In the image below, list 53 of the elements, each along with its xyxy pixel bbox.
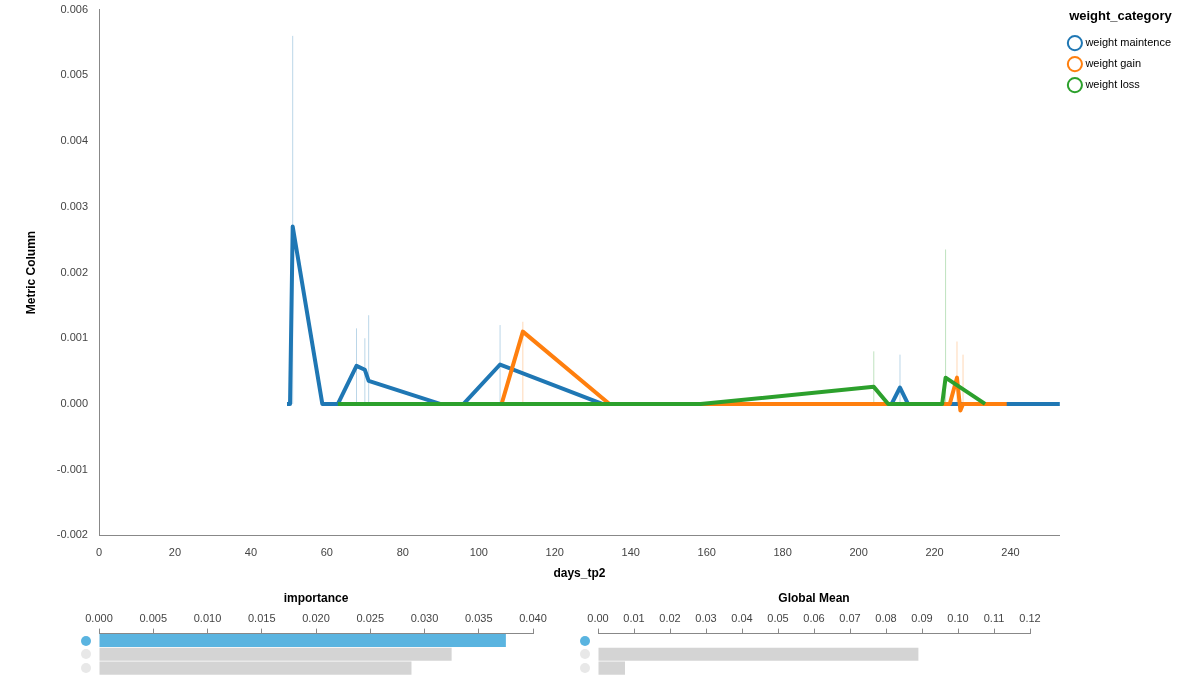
x-tick-label: 0.11 xyxy=(983,612,1005,625)
x-tick-label: 0.06 xyxy=(803,612,825,625)
x-tick-label: 120 xyxy=(545,546,564,559)
x-tick-label: 0.00 xyxy=(587,612,609,625)
x-tick-label: 0.01 xyxy=(623,612,645,625)
x-tick-label: 20 xyxy=(168,546,182,559)
x-tick-label: 0.010 xyxy=(193,612,222,625)
x-tick-label: 0.04 xyxy=(731,612,753,625)
x-tick-label: 0.09 xyxy=(911,612,933,625)
y-tick-label: 0.002 xyxy=(60,265,88,278)
y-axis-title: Metric Column xyxy=(23,230,38,315)
x-tick-label: 0.02 xyxy=(659,612,681,625)
y-tick-label: 0.003 xyxy=(60,199,88,212)
y-tick-label: -0.001 xyxy=(56,462,88,475)
chart-title: Global Mean xyxy=(778,590,850,605)
y-tick-label: 0.006 xyxy=(60,2,88,15)
x-tick-label: 160 xyxy=(697,546,716,559)
legend-label: weight loss xyxy=(1084,78,1141,91)
x-tick-label: 0.040 xyxy=(519,612,547,625)
x-tick-label: 240 xyxy=(1001,546,1020,559)
y-tick-label: 0.000 xyxy=(60,396,88,409)
x-tick-label: 0.005 xyxy=(139,612,168,625)
legend-label: weight maintence xyxy=(1084,36,1171,49)
x-axis-title: days_tp2 xyxy=(553,566,606,581)
y-tick-label: 0.005 xyxy=(60,68,88,81)
x-tick-label: 0.05 xyxy=(767,612,789,625)
x-tick-label: 0.03 xyxy=(695,612,717,625)
x-tick-label: 0.035 xyxy=(464,612,493,625)
bar xyxy=(99,633,506,648)
x-tick-label: 0.12 xyxy=(1019,612,1041,625)
x-tick-label: 0.025 xyxy=(356,612,385,625)
x-tick-label: 0 xyxy=(95,546,103,559)
y-tick-label: -0.002 xyxy=(56,528,88,541)
x-tick-label: 40 xyxy=(244,546,258,559)
x-tick-label: 0.020 xyxy=(302,612,330,625)
y-tick-label: 0.001 xyxy=(60,331,88,344)
x-tick-label: 0.08 xyxy=(875,612,897,625)
chart-title: importance xyxy=(283,590,349,605)
x-tick-label: 180 xyxy=(773,546,792,559)
x-tick-label: 100 xyxy=(469,546,488,559)
x-tick-label: 0.000 xyxy=(85,612,113,625)
x-tick-label: 0.030 xyxy=(410,612,439,625)
x-tick-label: 140 xyxy=(621,546,640,559)
x-tick-label: 60 xyxy=(320,546,334,559)
x-tick-label: 0.10 xyxy=(947,612,969,625)
x-tick-label: 80 xyxy=(396,546,409,559)
x-tick-label: 200 xyxy=(849,546,868,559)
x-tick-label: 0.07 xyxy=(839,612,861,625)
x-tick-label: 0.015 xyxy=(247,612,276,625)
x-tick-label: 220 xyxy=(925,546,944,559)
legend-label: weight gain xyxy=(1084,57,1142,70)
y-tick-label: 0.004 xyxy=(60,134,88,147)
legend-title: weight_category xyxy=(1068,8,1173,24)
